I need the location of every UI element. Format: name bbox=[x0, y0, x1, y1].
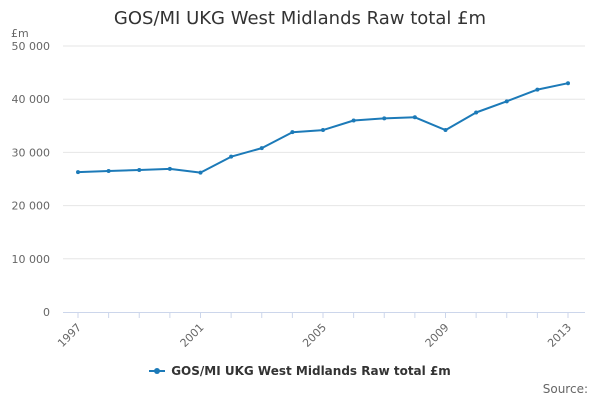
data-point-2002[interactable] bbox=[229, 154, 234, 159]
series-group bbox=[76, 81, 570, 175]
data-point-2001[interactable] bbox=[198, 170, 203, 175]
data-point-2009[interactable] bbox=[443, 128, 448, 133]
data-point-2011[interactable] bbox=[504, 99, 509, 104]
legend[interactable]: GOS/MI UKG West Midlands Raw total £m bbox=[0, 364, 600, 379]
chart-title: GOS/MI UKG West Midlands Raw total £m bbox=[113, 8, 487, 29]
y-tick-label: 20 000 bbox=[12, 200, 51, 213]
y-tick-label: 0 bbox=[43, 306, 50, 319]
data-point-1997[interactable] bbox=[76, 170, 80, 175]
data-point-2007[interactable] bbox=[382, 116, 387, 121]
data-point-2005[interactable] bbox=[321, 128, 325, 133]
series-line[interactable] bbox=[77, 82, 569, 174]
gridlines bbox=[63, 45, 585, 260]
legend-label: GOS/MI UKG West Midlands Raw total £m bbox=[171, 364, 451, 378]
y-axis-unit-label: £m bbox=[11, 27, 29, 40]
data-point-2003[interactable] bbox=[259, 146, 264, 151]
data-point-1999[interactable] bbox=[137, 167, 142, 172]
x-tick-label: 1997 bbox=[55, 321, 84, 350]
legend-item[interactable]: GOS/MI UKG West Midlands Raw total £m bbox=[149, 364, 451, 378]
x-axis: 1997 2001 2005 2009 2013 bbox=[55, 312, 585, 350]
data-point-2006[interactable] bbox=[351, 118, 356, 123]
data-point-2004[interactable] bbox=[290, 130, 295, 135]
source-label: Source: bbox=[542, 382, 588, 396]
data-point-2013[interactable] bbox=[566, 81, 570, 86]
data-point-1998[interactable] bbox=[106, 169, 111, 174]
legend-line-marker-icon bbox=[149, 366, 166, 376]
x-tick-label: 2001 bbox=[178, 321, 207, 350]
y-tick-label: 50 000 bbox=[12, 40, 51, 53]
x-tick-label: 2005 bbox=[300, 321, 329, 350]
data-point-2010[interactable] bbox=[474, 110, 479, 115]
data-point-2012[interactable] bbox=[535, 87, 540, 92]
x-tick-label: 2009 bbox=[423, 321, 452, 350]
y-tick-label: 40 000 bbox=[12, 93, 51, 106]
data-point-2008[interactable] bbox=[412, 115, 417, 120]
y-tick-label: 30 000 bbox=[12, 146, 51, 159]
data-point-2000[interactable] bbox=[167, 166, 172, 171]
y-axis-tick-labels: 0 10 000 20 000 30 000 40 000 50 000 bbox=[12, 40, 51, 319]
x-tick-label: 2013 bbox=[545, 321, 574, 350]
y-tick-label: 10 000 bbox=[12, 253, 51, 266]
